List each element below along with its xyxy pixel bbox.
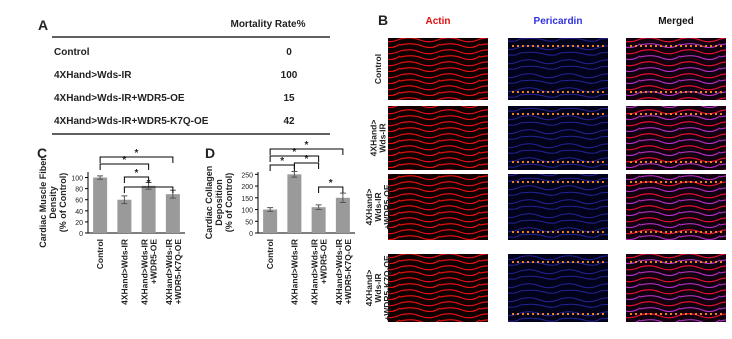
significance-bracket xyxy=(99,156,174,163)
y-tick-label: 150 xyxy=(241,196,253,203)
x-tick-label: Control xyxy=(95,239,105,269)
row-label: 4XHand>Wds-IR+WDR5-K7Q-OE xyxy=(364,255,392,321)
y-tick-label: 100 xyxy=(71,176,83,183)
bar xyxy=(93,177,108,233)
micrographs xyxy=(388,38,726,322)
y-tick-label: 0 xyxy=(79,231,83,238)
bar xyxy=(165,194,180,233)
x-tick-label: 4XHand>Wds-IR+WDR5-OE xyxy=(310,239,329,305)
error-bar xyxy=(121,195,128,205)
significance-bracket xyxy=(123,176,150,183)
row-label: 4XHand>Wds-IR+WDR5-OE xyxy=(364,184,392,229)
panel-label: C xyxy=(37,145,47,161)
micrograph xyxy=(508,254,608,322)
table-cell: 15 xyxy=(283,93,295,104)
significance-bracket xyxy=(318,186,344,193)
error-bar xyxy=(315,204,322,211)
micrograph xyxy=(626,106,726,170)
y-tick-label: 100 xyxy=(241,208,253,215)
error-bar xyxy=(291,171,298,178)
significance-star: * xyxy=(122,155,126,166)
y-axis-label: Cardiac CollagenDeposition(% of Control) xyxy=(204,166,234,240)
column-header: Actin xyxy=(426,16,451,27)
micrograph xyxy=(626,38,726,100)
micrograph xyxy=(388,174,488,240)
bar xyxy=(311,207,326,233)
significance-star: * xyxy=(135,148,139,159)
significance-star: * xyxy=(305,140,309,151)
column-header: Pericardin xyxy=(534,16,583,27)
y-tick-label: 20 xyxy=(75,220,83,227)
micrograph xyxy=(508,106,608,170)
table-cell: 4XHand>Wds-IR xyxy=(54,70,132,81)
row-label: 4XHand>Wds-IR xyxy=(369,120,388,157)
x-tick-label: 4XHand>Wds-IR+WDR5-OE xyxy=(140,239,159,305)
row-label: Control xyxy=(373,54,383,84)
table-cell: 0 xyxy=(286,47,292,58)
x-tick-label: 4XHand>Wds-IR+WDR5-K7Q-OE xyxy=(164,239,183,305)
x-tick-label: 4XHand>Wds-IR xyxy=(289,239,299,305)
micrograph xyxy=(388,38,488,100)
bar xyxy=(141,185,156,233)
table-header: Mortality Rate% xyxy=(230,19,305,30)
micrograph xyxy=(388,106,488,170)
significance-star: * xyxy=(292,147,296,158)
table-cell: 42 xyxy=(283,116,295,127)
x-tick-label: 4XHand>Wds-IR xyxy=(119,239,129,305)
x-tick-label: Control xyxy=(265,239,275,269)
y-axis-label: Cardiac Muscle FiberDensity(% of Control… xyxy=(38,157,68,248)
x-tick-label: 4XHand>Wds-IR+WDR5-K7Q-OE xyxy=(334,239,353,305)
panel-label: D xyxy=(205,145,215,161)
micrograph xyxy=(626,174,726,240)
column-header: Merged xyxy=(658,16,694,27)
error-bar xyxy=(267,207,274,212)
significance-bracket xyxy=(269,155,320,162)
y-tick-label: 0 xyxy=(249,231,253,238)
bar xyxy=(287,174,302,233)
error-bar xyxy=(339,192,346,203)
y-tick-label: 60 xyxy=(75,198,83,205)
micrograph xyxy=(508,38,608,100)
significance-bracket xyxy=(269,148,344,155)
y-tick-label: 250 xyxy=(241,172,253,179)
panel-label: A xyxy=(38,17,48,33)
significance-star: * xyxy=(135,168,139,179)
bar xyxy=(335,197,350,233)
bar xyxy=(263,209,278,233)
panel-label: B xyxy=(378,12,388,28)
table-cell: 4XHand>Wds-IR+WDR5-OE xyxy=(54,93,185,104)
significance-bracket xyxy=(293,162,320,169)
y-tick-label: 80 xyxy=(75,187,83,194)
micrograph xyxy=(626,254,726,322)
bar xyxy=(117,199,132,233)
significance-star: * xyxy=(147,178,151,189)
significance-star: * xyxy=(305,154,309,165)
y-tick-label: 50 xyxy=(245,219,253,226)
table-cell: 4XHand>Wds-IR+WDR5-K7Q-OE xyxy=(54,116,209,127)
micrograph xyxy=(508,174,608,240)
significance-star: * xyxy=(329,178,333,189)
y-tick-label: 40 xyxy=(75,209,83,216)
significance-bracket xyxy=(99,163,150,170)
significance-star: * xyxy=(280,156,284,167)
error-bar xyxy=(97,175,104,180)
micrograph xyxy=(388,254,488,322)
table-cell: 100 xyxy=(281,70,298,81)
table-cell: Control xyxy=(54,47,90,58)
y-tick-label: 200 xyxy=(241,184,253,191)
significance-bracket xyxy=(123,186,174,193)
